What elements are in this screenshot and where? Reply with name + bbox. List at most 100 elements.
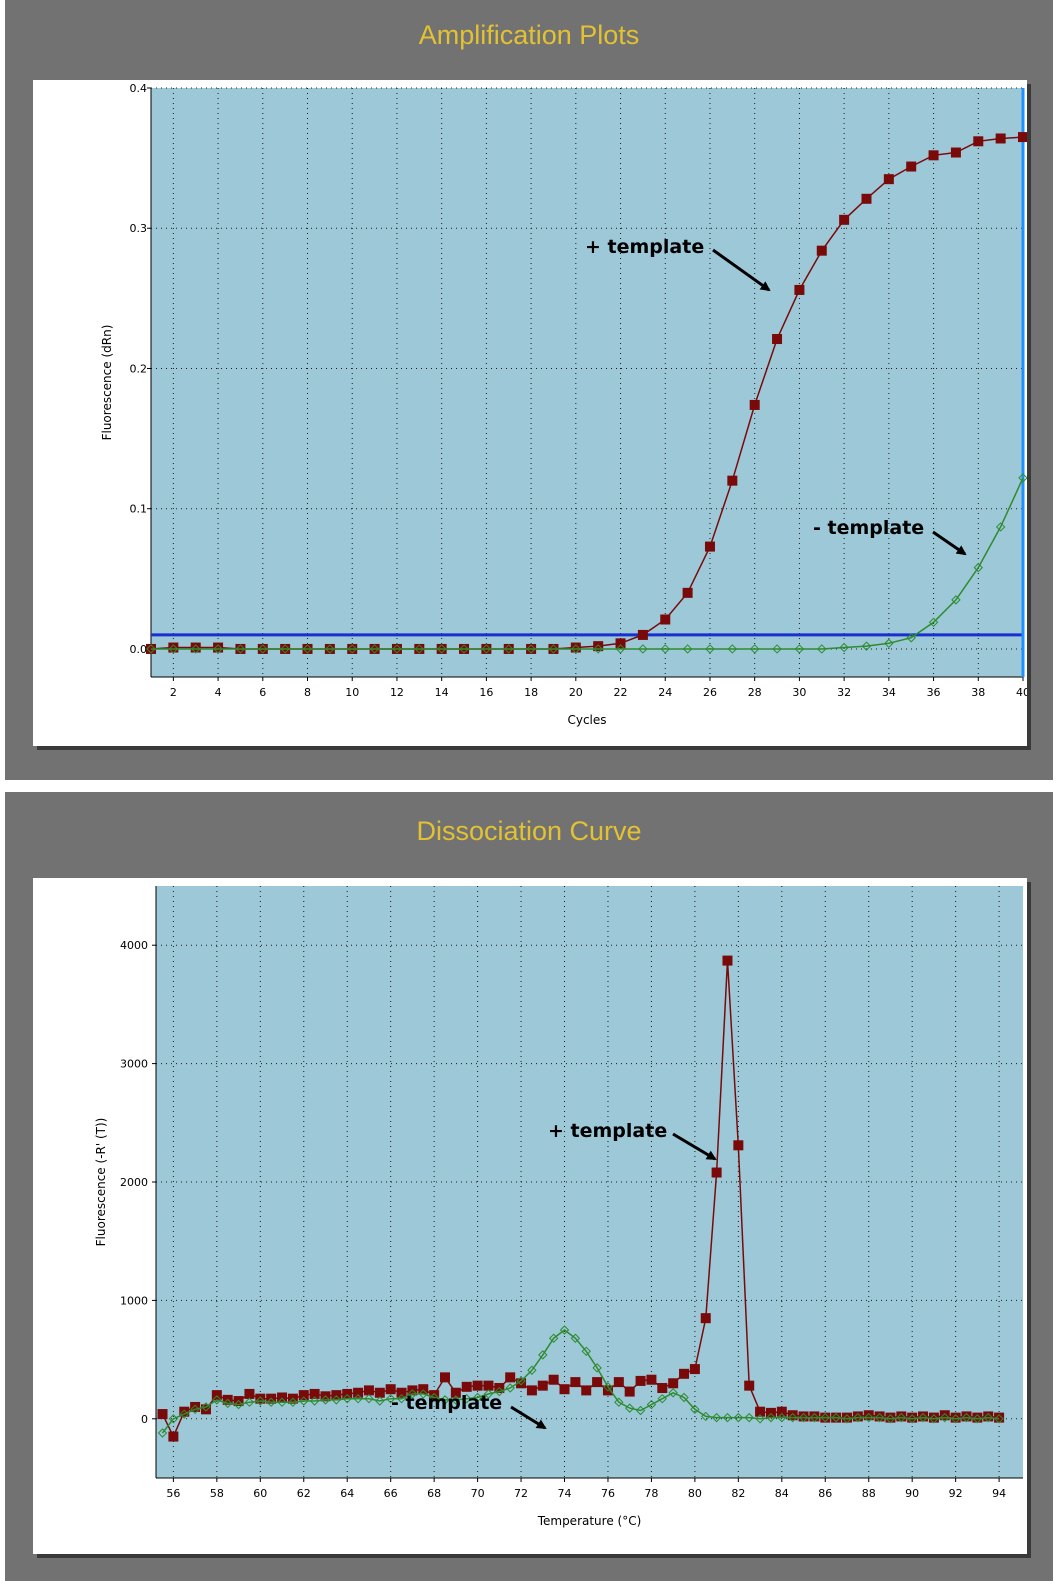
- x-tick-label: 22: [614, 686, 628, 699]
- data-point-plus-template: [461, 1381, 472, 1392]
- data-point-minus-template: [918, 1412, 928, 1423]
- y-axis-title: Fluorescence (-R' (T)): [94, 1118, 108, 1247]
- data-point-plus-template: [157, 1409, 168, 1420]
- data-point-plus-template: [505, 1372, 516, 1383]
- data-point-plus-template: [613, 1377, 624, 1388]
- data-point-plus-template: [660, 614, 671, 625]
- data-point-plus-template: [950, 1412, 961, 1423]
- data-point-minus-template: [615, 644, 626, 654]
- data-point-minus-template: [727, 644, 738, 654]
- data-point-minus-template: [191, 644, 201, 654]
- data-point-plus-template: [418, 1384, 429, 1395]
- y-tick-label: 0: [141, 1413, 148, 1426]
- data-point-minus-template: [722, 1412, 733, 1423]
- x-tick-label: 66: [384, 1487, 398, 1500]
- data-point-minus-template: [299, 1396, 309, 1406]
- x-tick-label: 70: [471, 1487, 485, 1500]
- data-point-minus-template: [255, 1396, 266, 1406]
- y-tick-label: 0.3: [130, 222, 148, 235]
- data-point-plus-template: [592, 1377, 603, 1388]
- data-point-minus-template: [414, 644, 425, 654]
- dissociation-chart: 56 58 60 62 64 66 68 70 72 74 76 78 80 82 84 86 88 90 92 94…: [94, 886, 1023, 1528]
- x-tick-label: 58: [210, 1487, 224, 1500]
- data-point-plus-template: [722, 955, 733, 966]
- data-point-minus-template: [809, 1412, 820, 1423]
- data-point-minus-template: [906, 633, 916, 643]
- data-point-minus-template: [755, 1414, 765, 1424]
- annotation-arrow: [672, 1132, 717, 1161]
- data-point-minus-template: [929, 1414, 939, 1424]
- data-point-minus-template: [864, 1412, 874, 1423]
- data-point-minus-template: [983, 1412, 993, 1423]
- amplification-plot-card: 2 4 6 8 10 12 14 16 18 20 22 24 26 28 30 32 34 36 38 40 0.0 0…: [33, 80, 1027, 746]
- data-point-minus-template: [280, 644, 290, 654]
- data-point-minus-template: [436, 644, 447, 654]
- data-point-plus-template: [450, 1387, 461, 1398]
- data-point-plus-template: [794, 284, 805, 295]
- x-tick-label: 92: [949, 1487, 963, 1500]
- data-point-minus-template: [794, 644, 805, 654]
- data-point-plus-template: [429, 1390, 440, 1401]
- x-tick-label: 26: [703, 686, 717, 699]
- data-point-plus-template: [472, 1380, 483, 1391]
- data-point-plus-template: [483, 1380, 494, 1391]
- data-point-plus-template: [168, 1431, 179, 1442]
- data-point-minus-template: [548, 644, 559, 654]
- plot-area: [156, 886, 1023, 1478]
- data-point-minus-template: [842, 1414, 852, 1424]
- x-tick-label: 12: [390, 686, 404, 699]
- data-point-minus-template: [682, 644, 693, 654]
- data-point-plus-template: [995, 133, 1006, 144]
- y-tick-label: 0.2: [130, 362, 148, 375]
- data-point-plus-template: [213, 642, 224, 653]
- x-tick-label: 28: [748, 686, 762, 699]
- y-tick-label: 2000: [120, 1176, 148, 1189]
- data-point-minus-template: [494, 1386, 505, 1397]
- data-point-minus-template: [325, 644, 335, 654]
- data-point-minus-template: [635, 1405, 646, 1416]
- y-tick-label: 0.0: [130, 643, 148, 656]
- data-point-minus-template: [168, 1414, 179, 1424]
- data-point-plus-template: [668, 1378, 679, 1389]
- data-point-plus-template: [516, 1378, 527, 1389]
- data-point-plus-template: [972, 1412, 983, 1423]
- data-point-plus-template: [396, 1387, 407, 1398]
- data-point-minus-template: [538, 1350, 548, 1360]
- data-point-minus-template: [516, 1376, 526, 1386]
- data-point-minus-template: [504, 644, 514, 654]
- series-line-minus-template: [161, 1329, 1000, 1434]
- data-point-minus-template: [593, 644, 603, 654]
- data-point-plus-template: [679, 1368, 690, 1379]
- data-point-plus-template: [994, 1412, 1005, 1423]
- x-tick-label: 10: [345, 686, 359, 699]
- x-tick-label: 14: [435, 686, 449, 699]
- dissociation-plot-card: 56 58 60 62 64 66 68 70 72 74 76 78 80 82 84 86 88 90 92 94…: [33, 878, 1027, 1554]
- data-point-minus-template: [749, 644, 760, 654]
- annotation-arrow: [510, 1405, 547, 1430]
- data-point-minus-template: [995, 522, 1006, 532]
- data-point-plus-template: [906, 161, 917, 172]
- data-point-minus-template: [168, 644, 179, 654]
- data-point-plus-template: [342, 1388, 353, 1399]
- data-point-minus-template: [950, 1414, 961, 1424]
- data-point-minus-template: [222, 1398, 233, 1409]
- data-point-plus-template: [700, 1313, 711, 1324]
- data-point-minus-template: [459, 644, 469, 654]
- data-point-minus-template: [646, 1399, 657, 1410]
- data-point-minus-template: [940, 1412, 950, 1423]
- data-point-minus-template: [907, 1414, 917, 1424]
- data-point-minus-template: [961, 1412, 972, 1423]
- data-point-plus-template: [863, 1410, 874, 1421]
- x-tick-label: 76: [601, 1487, 615, 1500]
- x-tick-label: 90: [905, 1487, 919, 1500]
- data-point-minus-template: [472, 1392, 483, 1403]
- x-tick-label: 4: [215, 686, 222, 699]
- data-point-minus-template: [831, 1412, 841, 1423]
- data-point-minus-template: [527, 1365, 537, 1375]
- x-tick-label: 56: [166, 1487, 180, 1500]
- data-point-plus-template: [179, 1406, 190, 1417]
- x-tick-label: 62: [297, 1487, 311, 1500]
- x-tick-label: 82: [731, 1487, 745, 1500]
- data-point-minus-template: [787, 1412, 798, 1423]
- data-point-minus-template: [342, 1393, 352, 1404]
